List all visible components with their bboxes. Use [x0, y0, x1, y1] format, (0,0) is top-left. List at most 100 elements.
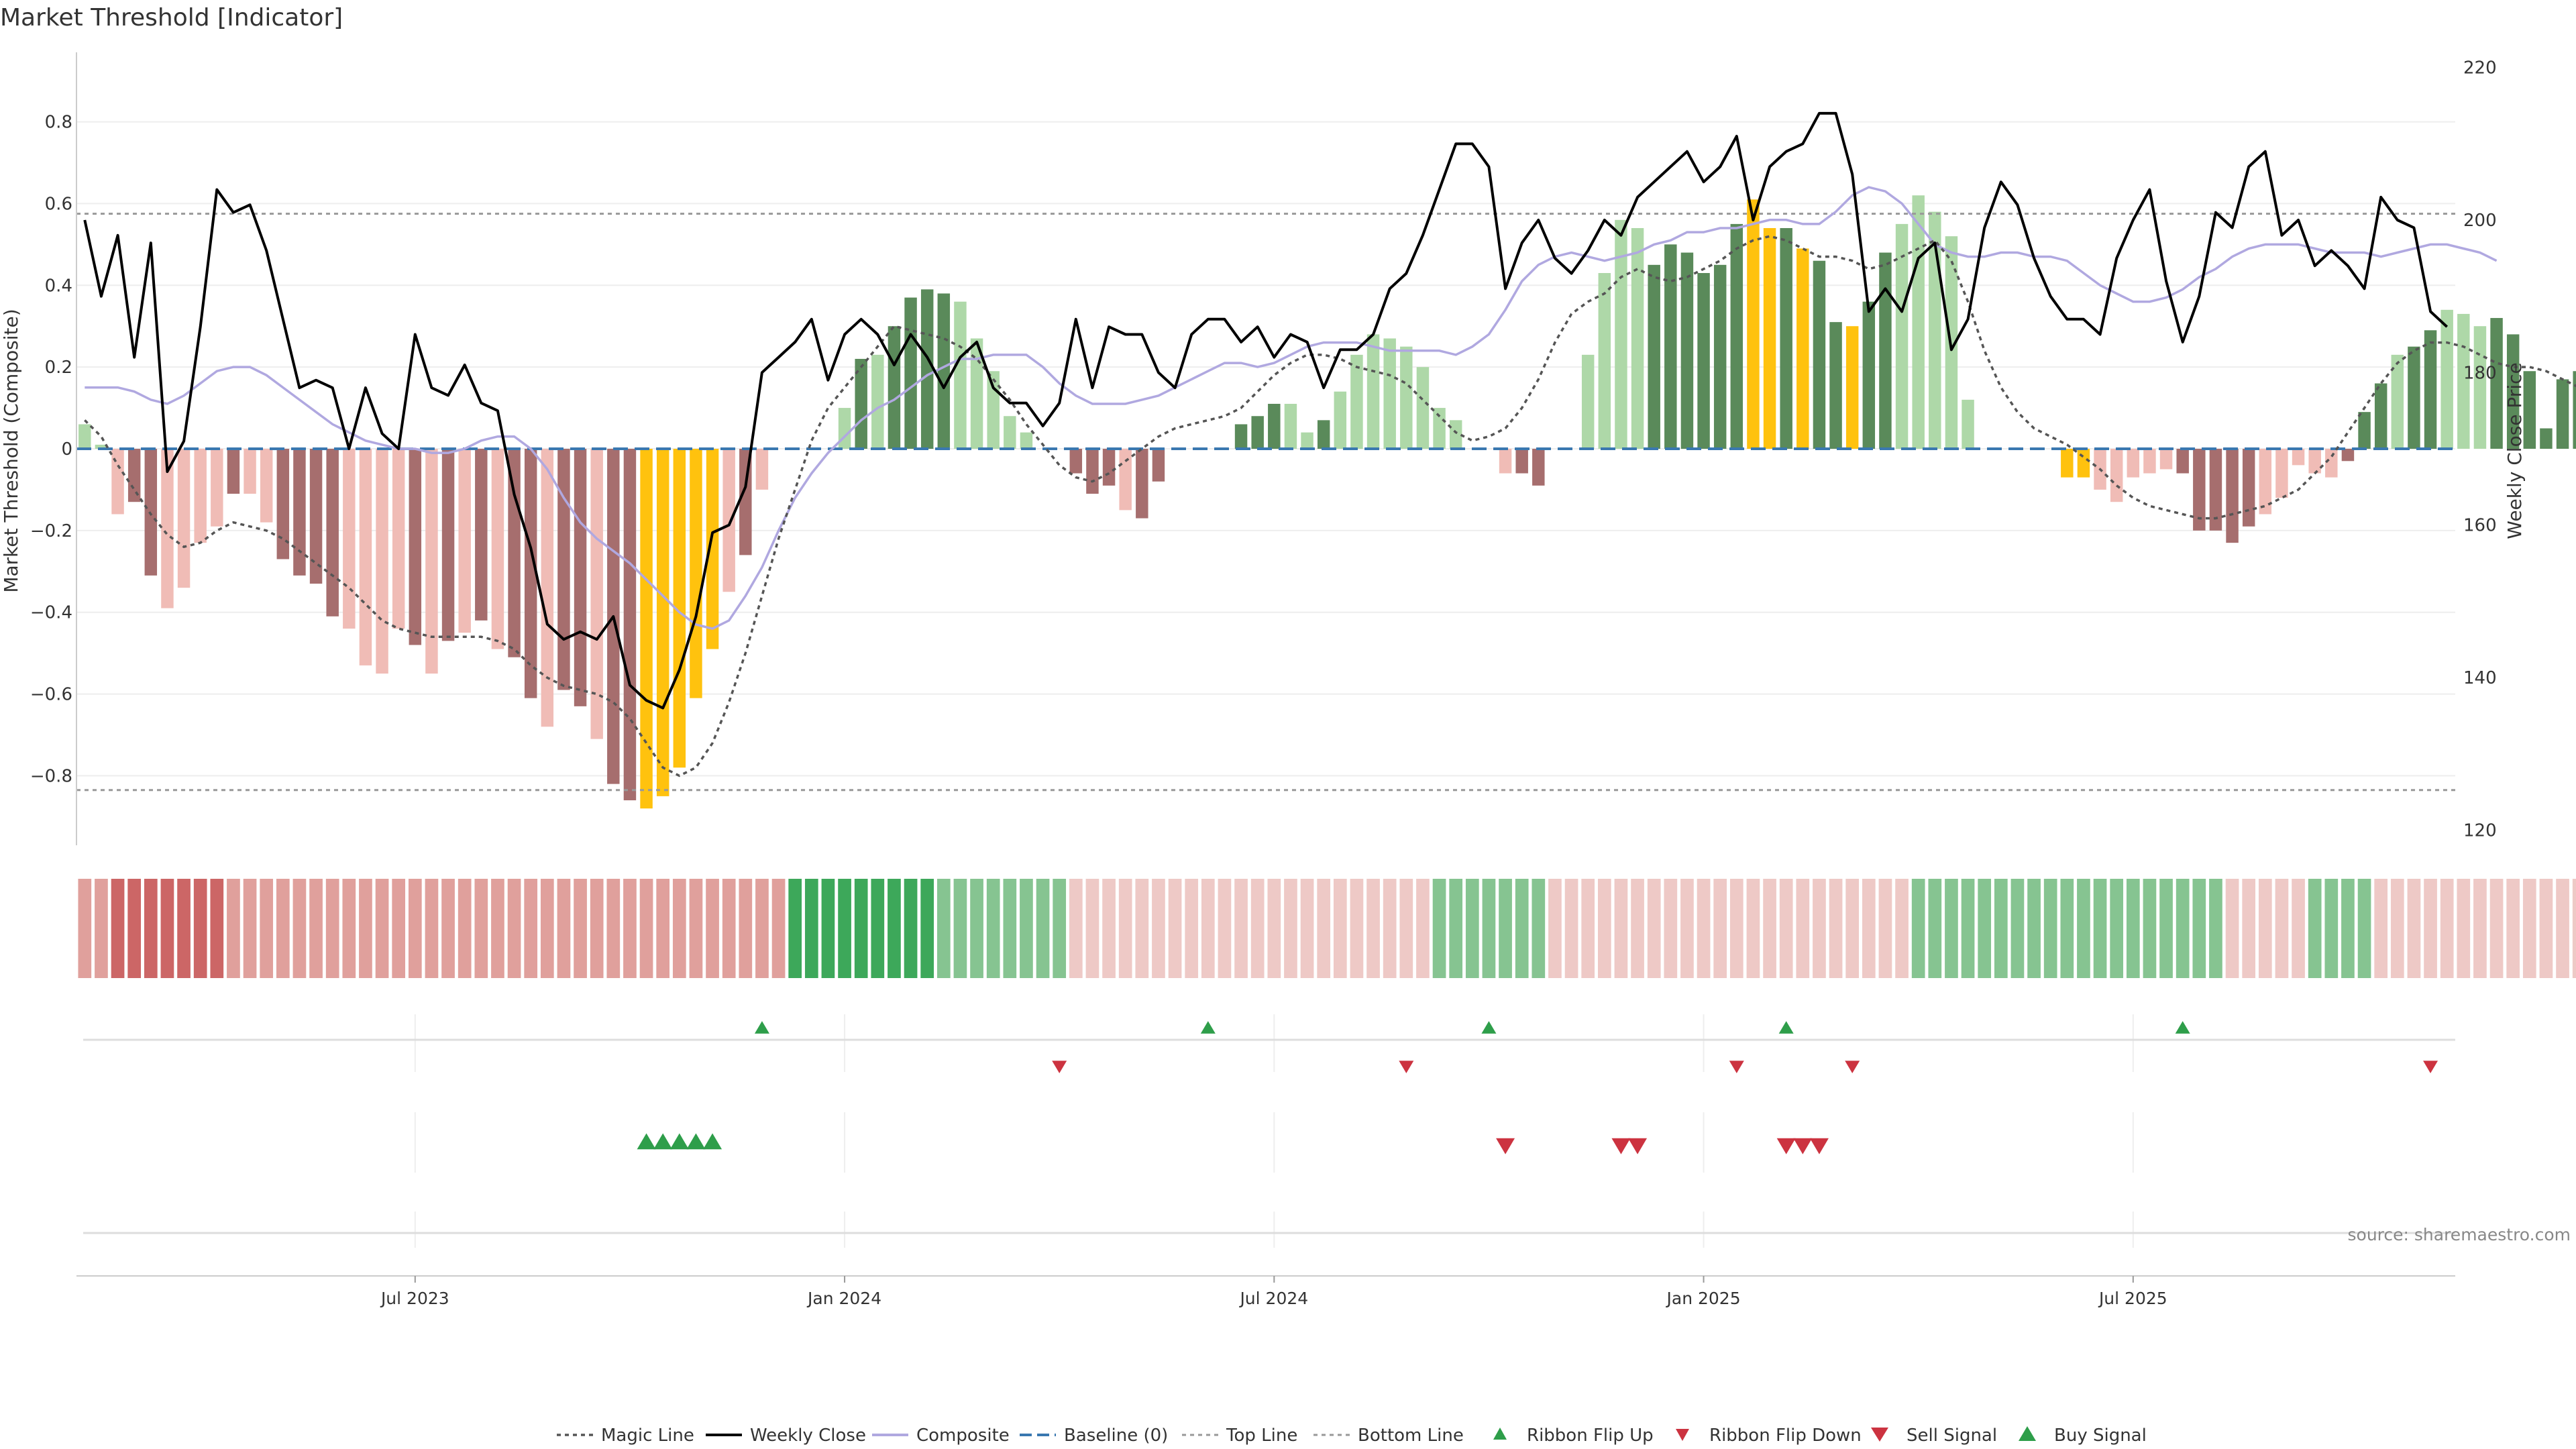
ribbon-cell	[590, 879, 604, 978]
ribbon-cell	[425, 879, 439, 978]
composite-bar	[2275, 449, 2288, 498]
composite-bar	[557, 449, 570, 690]
y-tick-label: −0.4	[30, 603, 72, 623]
ribbon-cell	[1911, 879, 1925, 978]
ribbon-cell	[392, 879, 406, 978]
ribbon-cell	[2242, 879, 2256, 978]
ribbon-cell	[1614, 879, 1628, 978]
legend-label: Sell Signal	[1907, 1426, 1997, 1446]
composite-bar	[904, 297, 917, 449]
composite-bar	[211, 449, 223, 527]
ribbon-cell	[111, 879, 125, 978]
ribbon-cell	[2440, 879, 2454, 978]
ribbon-cell	[706, 879, 719, 978]
ribbon-cell	[2390, 879, 2404, 978]
ribbon-cell	[1432, 879, 1446, 978]
ribbon-cell	[1729, 879, 1743, 978]
ribbon-cell	[243, 879, 257, 978]
legend-label: Buy Signal	[2054, 1426, 2147, 1446]
ribbon-cell	[871, 879, 885, 978]
ribbon-cell	[2292, 879, 2305, 978]
composite-bar	[1366, 334, 1380, 449]
composite-bar	[970, 338, 983, 449]
composite-bar	[1004, 416, 1016, 449]
composite-bar	[2341, 449, 2355, 462]
composite-bar	[2110, 449, 2123, 502]
ribbon-cell	[821, 879, 835, 978]
legend-label: Composite	[916, 1426, 1010, 1446]
composite-bar	[1615, 219, 1627, 449]
ribbon-cell	[1267, 879, 1281, 978]
legend-label: Ribbon Flip Down	[1709, 1426, 1862, 1446]
ribbon-cell	[2060, 879, 2074, 978]
ribbon-cell	[904, 879, 918, 978]
buy-signal-marker	[703, 1133, 722, 1150]
ribbon-cell	[1399, 879, 1413, 978]
ribbon-cell	[1564, 879, 1578, 978]
ribbon-cell	[260, 879, 274, 978]
ribbon-flip-up-marker	[1200, 1021, 1216, 1034]
ribbon-cell	[2159, 879, 2173, 978]
ribbon-cell	[854, 879, 868, 978]
composite-bar	[1697, 273, 1710, 449]
ribbon-cell	[1878, 879, 1892, 978]
ribbon-cell	[2522, 879, 2536, 978]
composite-bar	[838, 408, 851, 449]
ribbon-strip	[78, 879, 2576, 978]
ribbon-flip-down-marker	[1845, 1061, 1860, 1073]
ribbon-cell	[2324, 879, 2339, 978]
y2-tick-label: 160	[2463, 516, 2497, 536]
composite-bar	[111, 449, 124, 515]
composite-bar	[343, 449, 356, 629]
legend-swatch-ribbon-flip-down	[1676, 1429, 1689, 1441]
composite-bar	[541, 449, 554, 727]
ribbon-cell	[1647, 879, 1661, 978]
composite-bar	[2506, 334, 2520, 449]
ribbon-cell	[1482, 879, 1496, 978]
composite-bar	[706, 449, 719, 649]
ribbon-cell	[2374, 879, 2388, 978]
composite-bar	[2374, 383, 2387, 449]
composite-bar	[1648, 264, 1660, 449]
y-axis-label: Market Threshold (Composite)	[0, 309, 22, 592]
ribbon-cell	[2192, 879, 2206, 978]
ribbon-cell	[1416, 879, 1430, 978]
ribbon-cell	[755, 879, 769, 978]
ribbon-cell	[441, 879, 455, 978]
ribbon-cell	[1168, 879, 1182, 978]
ribbon-cell	[2357, 879, 2371, 978]
composite-bar	[690, 449, 702, 698]
ribbon-cell	[986, 879, 1000, 978]
composite-line	[85, 186, 2498, 630]
ribbon-cell	[1020, 879, 1033, 978]
ribbon-cell	[1350, 879, 1364, 978]
ribbon-cell	[1680, 879, 1694, 978]
ribbon-cell	[1152, 879, 1165, 978]
composite-bar	[2292, 449, 2305, 466]
composite-bar	[524, 449, 537, 698]
ribbon-cell	[936, 879, 951, 978]
signal-panels	[83, 1014, 2455, 1248]
y-tick-label: −0.2	[30, 521, 72, 541]
ribbon-cell	[2407, 879, 2421, 978]
ribbon-cell	[788, 879, 802, 978]
y2-axis-label: Weekly Close Price	[2504, 362, 2526, 539]
y-tick-label: 0.4	[45, 276, 72, 296]
ribbon-cell	[1581, 879, 1595, 978]
legend-label: Magic Line	[601, 1426, 694, 1446]
composite-bar	[871, 354, 884, 449]
ribbon-cell	[2341, 879, 2355, 978]
composite-bar	[1020, 432, 1033, 449]
ribbon-cell	[474, 879, 488, 978]
composite-bar	[1713, 264, 1727, 449]
composite-bar	[1268, 403, 1281, 449]
y-tick-label: −0.8	[30, 766, 72, 786]
ribbon-cell	[1250, 879, 1265, 978]
composite-bar	[2143, 449, 2156, 474]
composite-bar	[1730, 223, 1743, 449]
composite-bar	[888, 326, 901, 449]
legend-label: Bottom Line	[1358, 1426, 1464, 1446]
ribbon-cell	[1813, 879, 1826, 978]
ribbon-cell	[1664, 879, 1678, 978]
ribbon-cell	[1003, 879, 1017, 978]
